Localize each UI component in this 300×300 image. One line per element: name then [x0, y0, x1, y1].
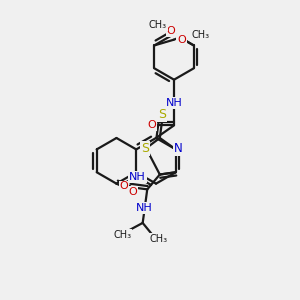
Text: S: S — [141, 142, 149, 155]
Text: O: O — [120, 182, 128, 191]
Text: O: O — [167, 26, 176, 36]
Text: N: N — [174, 142, 183, 155]
Text: NH: NH — [166, 98, 183, 108]
Text: O: O — [129, 187, 138, 197]
Text: S: S — [158, 108, 166, 121]
Text: NH: NH — [136, 203, 153, 213]
Text: O: O — [148, 120, 156, 130]
Text: CH₃: CH₃ — [149, 20, 167, 30]
Text: CH₃: CH₃ — [191, 30, 209, 40]
Text: O: O — [177, 35, 186, 45]
Text: CH₃: CH₃ — [113, 230, 131, 239]
Text: CH₃: CH₃ — [149, 234, 167, 244]
Text: NH: NH — [129, 172, 146, 182]
